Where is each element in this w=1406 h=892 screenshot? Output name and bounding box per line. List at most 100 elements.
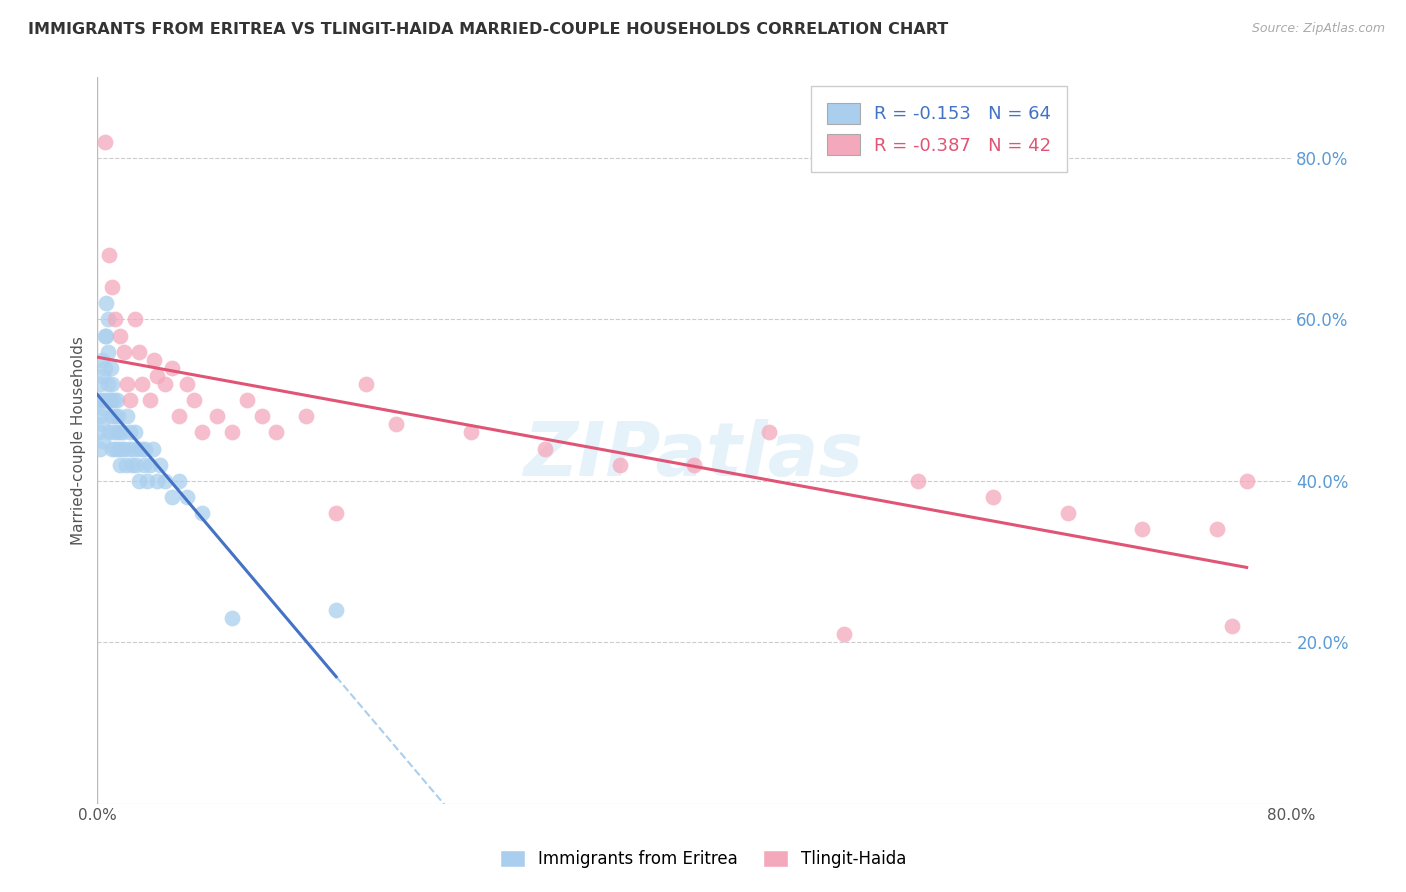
Point	[96, 296, 118, 310]
Point	[385, 417, 408, 432]
Point	[100, 360, 122, 375]
Point	[169, 409, 191, 424]
Point	[105, 425, 128, 440]
Point	[91, 434, 114, 448]
Point	[160, 360, 183, 375]
Point	[1056, 506, 1078, 520]
Point	[683, 458, 706, 472]
Point	[169, 474, 191, 488]
Point	[124, 312, 146, 326]
Point	[1236, 474, 1258, 488]
Y-axis label: Married-couple Households: Married-couple Households	[72, 336, 86, 545]
Point	[103, 393, 125, 408]
Point	[122, 442, 145, 456]
Point	[149, 458, 172, 472]
Text: Source: ZipAtlas.com: Source: ZipAtlas.com	[1251, 22, 1385, 36]
Point	[121, 458, 143, 472]
Point	[87, 393, 110, 408]
Point	[108, 458, 131, 472]
Point	[134, 442, 156, 456]
Point	[89, 377, 111, 392]
Point	[98, 248, 121, 262]
Point	[90, 393, 112, 408]
Point	[104, 312, 127, 326]
Point	[103, 425, 125, 440]
Point	[146, 474, 169, 488]
Point	[609, 458, 631, 472]
Point	[125, 458, 148, 472]
Legend: Immigrants from Eritrea, Tlingit-Haida: Immigrants from Eritrea, Tlingit-Haida	[494, 843, 912, 875]
Point	[183, 393, 205, 408]
Point	[107, 442, 129, 456]
Point	[120, 425, 142, 440]
Point	[115, 377, 138, 392]
Point	[118, 442, 141, 456]
Text: ZIPatlas: ZIPatlas	[524, 418, 865, 491]
Point	[138, 458, 160, 472]
Point	[176, 377, 198, 392]
Point	[114, 458, 136, 472]
Point	[89, 409, 111, 424]
Point	[135, 474, 157, 488]
Point	[104, 409, 127, 424]
Point	[97, 312, 120, 326]
Point	[534, 442, 557, 456]
Point	[90, 352, 112, 367]
Point	[221, 611, 243, 625]
Point	[94, 135, 117, 149]
Point	[108, 328, 131, 343]
Point	[128, 344, 150, 359]
Point	[981, 490, 1004, 504]
Point	[142, 442, 165, 456]
Point	[89, 442, 111, 456]
Point	[94, 360, 117, 375]
Point	[325, 506, 347, 520]
Point	[97, 344, 120, 359]
Point	[128, 474, 150, 488]
Point	[191, 506, 214, 520]
Point	[94, 328, 117, 343]
Point	[153, 377, 176, 392]
Text: IMMIGRANTS FROM ERITREA VS TLINGIT-HAIDA MARRIED-COUPLE HOUSEHOLDS CORRELATION C: IMMIGRANTS FROM ERITREA VS TLINGIT-HAIDA…	[28, 22, 949, 37]
Point	[101, 409, 124, 424]
Point	[266, 425, 288, 440]
Point	[124, 425, 146, 440]
Point	[354, 377, 377, 392]
Point	[176, 490, 198, 504]
Point	[143, 352, 166, 367]
Point	[108, 425, 131, 440]
Point	[94, 393, 117, 408]
Point	[758, 425, 780, 440]
Point	[146, 369, 169, 384]
Point	[1205, 522, 1227, 536]
Point	[191, 425, 214, 440]
Point	[1130, 522, 1153, 536]
Point	[131, 377, 153, 392]
Point	[91, 401, 114, 416]
Point	[96, 328, 118, 343]
Point	[153, 474, 176, 488]
Legend: R = -0.153   N = 64, R = -0.387   N = 42: R = -0.153 N = 64, R = -0.387 N = 42	[811, 87, 1067, 171]
Point	[1220, 619, 1243, 633]
Point	[460, 425, 482, 440]
Point	[112, 442, 135, 456]
Point	[295, 409, 318, 424]
Point	[100, 393, 122, 408]
Point	[235, 393, 257, 408]
Point	[325, 603, 347, 617]
Point	[205, 409, 228, 424]
Point	[131, 442, 153, 456]
Point	[101, 377, 124, 392]
Point	[104, 442, 127, 456]
Point	[111, 425, 134, 440]
Point	[160, 490, 183, 504]
Point	[107, 409, 129, 424]
Point	[110, 442, 132, 456]
Point	[907, 474, 929, 488]
Point	[87, 425, 110, 440]
Point	[832, 627, 855, 641]
Point	[98, 393, 121, 408]
Point	[105, 393, 128, 408]
Point	[132, 458, 155, 472]
Point	[97, 377, 120, 392]
